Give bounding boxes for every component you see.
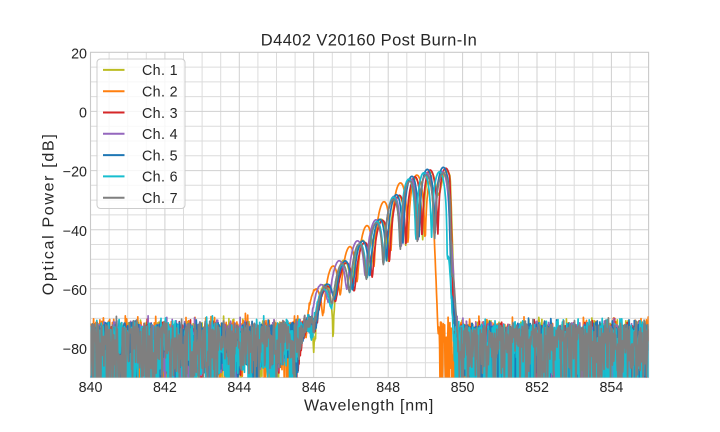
svg-text:854: 854 xyxy=(599,380,623,396)
svg-text:Ch. 6: Ch. 6 xyxy=(142,170,178,186)
svg-text:−20: −20 xyxy=(63,165,87,181)
svg-text:844: 844 xyxy=(227,380,251,396)
svg-text:20: 20 xyxy=(71,46,87,62)
svg-text:Wavelength [nm]: Wavelength [nm] xyxy=(304,398,434,415)
svg-text:−40: −40 xyxy=(63,224,87,240)
svg-text:−60: −60 xyxy=(63,283,87,299)
svg-text:850: 850 xyxy=(451,380,475,396)
svg-text:846: 846 xyxy=(302,380,326,396)
svg-text:Ch. 3: Ch. 3 xyxy=(142,106,178,122)
svg-text:Ch. 1: Ch. 1 xyxy=(142,63,178,79)
svg-text:840: 840 xyxy=(79,380,103,396)
svg-text:848: 848 xyxy=(376,380,400,396)
svg-text:842: 842 xyxy=(153,380,177,396)
svg-text:−80: −80 xyxy=(63,342,87,358)
svg-text:852: 852 xyxy=(525,380,549,396)
svg-text:Ch. 4: Ch. 4 xyxy=(142,127,178,143)
svg-text:Optical Power [dB]: Optical Power [dB] xyxy=(41,134,58,295)
svg-text:Ch. 2: Ch. 2 xyxy=(142,85,178,101)
svg-text:D4402 V20160 Post Burn-In: D4402 V20160 Post Burn-In xyxy=(261,32,477,50)
svg-text:Ch. 5: Ch. 5 xyxy=(142,148,178,164)
svg-text:Ch. 7: Ch. 7 xyxy=(142,191,178,207)
svg-text:0: 0 xyxy=(79,106,87,122)
